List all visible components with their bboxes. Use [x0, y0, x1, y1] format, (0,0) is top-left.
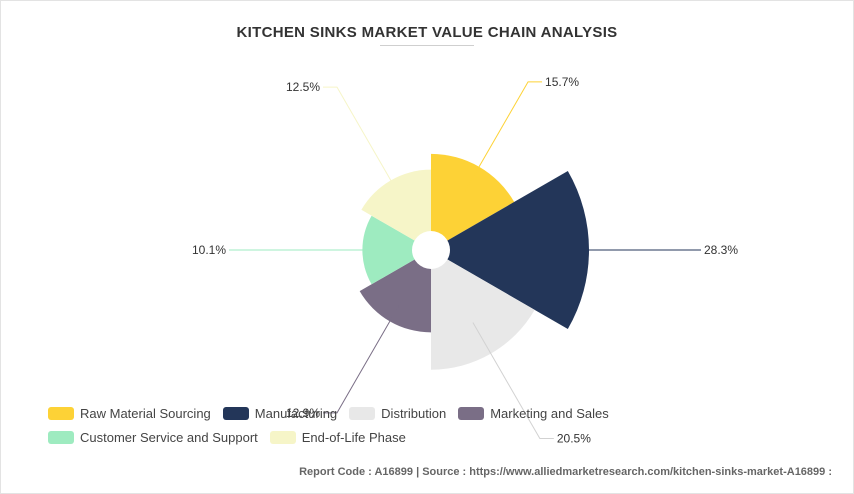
slice-end-of-life-phase[interactable] — [361, 169, 431, 250]
legend-swatch — [458, 406, 485, 420]
legend-label: Customer Service and Support — [80, 429, 258, 445]
legend-item-distribution[interactable]: Distribution — [349, 404, 446, 422]
leader-line-end-of-life-phase — [323, 86, 404, 202]
legend-item-end-of-life-phase[interactable]: End-of-Life Phase — [269, 428, 406, 446]
legend-swatch — [269, 430, 296, 444]
legend-item-manufacturing[interactable]: Manufacturing — [222, 404, 338, 422]
center-hole — [412, 231, 450, 269]
chart-title: KITCHEN SINKS MARKET VALUE CHAIN ANALYSI… — [236, 24, 618, 41]
data-label-end-of-life-phase: 12.5% — [286, 80, 320, 94]
legend-label: Raw Material Sourcing — [80, 405, 211, 421]
data-label-raw-material-sourcing: 15.7% — [545, 75, 579, 89]
legend: Raw Material Sourcing Manufacturing Distri… — [48, 404, 828, 446]
legend-swatch — [349, 406, 376, 420]
legend-item-customer-service-and-support[interactable]: Customer Service and Support — [48, 428, 258, 446]
slice-marketing-and-sales[interactable] — [359, 250, 431, 333]
data-label-marketing-and-sales: 12.9% — [286, 406, 320, 420]
legend-item-raw-material-sourcing[interactable]: Raw Material Sourcing — [48, 404, 211, 422]
legend-label: Distribution — [381, 405, 447, 421]
legend-item-marketing-and-sales[interactable]: Marketing and Sales — [458, 404, 609, 422]
legend-swatch — [48, 430, 74, 444]
data-label-manufacturing: 28.3% — [704, 243, 738, 257]
legend-label: Manufacturing — [254, 405, 338, 421]
title-underline — [380, 45, 474, 46]
slice-raw-material-sourcing[interactable] — [431, 153, 515, 250]
slice-distribution[interactable] — [431, 250, 535, 370]
leader-line-raw-material-sourcing — [464, 81, 543, 192]
data-label-distribution: 20.5% — [557, 432, 591, 446]
legend-swatch — [48, 406, 74, 420]
data-label-customer-service-and-support: 10.1% — [192, 243, 226, 257]
legend-label: Marketing and Sales — [490, 405, 609, 421]
legend-swatch — [222, 406, 249, 420]
source-footer: Report Code : A16899 | Source : https://… — [299, 466, 832, 478]
slice-manufacturing[interactable] — [431, 171, 589, 329]
leader-line-marketing-and-sales — [323, 299, 403, 414]
leader-line-distribution — [472, 322, 554, 440]
slice-customer-service-and-support[interactable] — [362, 215, 431, 285]
legend-label: End-of-Life Phase — [301, 429, 406, 445]
